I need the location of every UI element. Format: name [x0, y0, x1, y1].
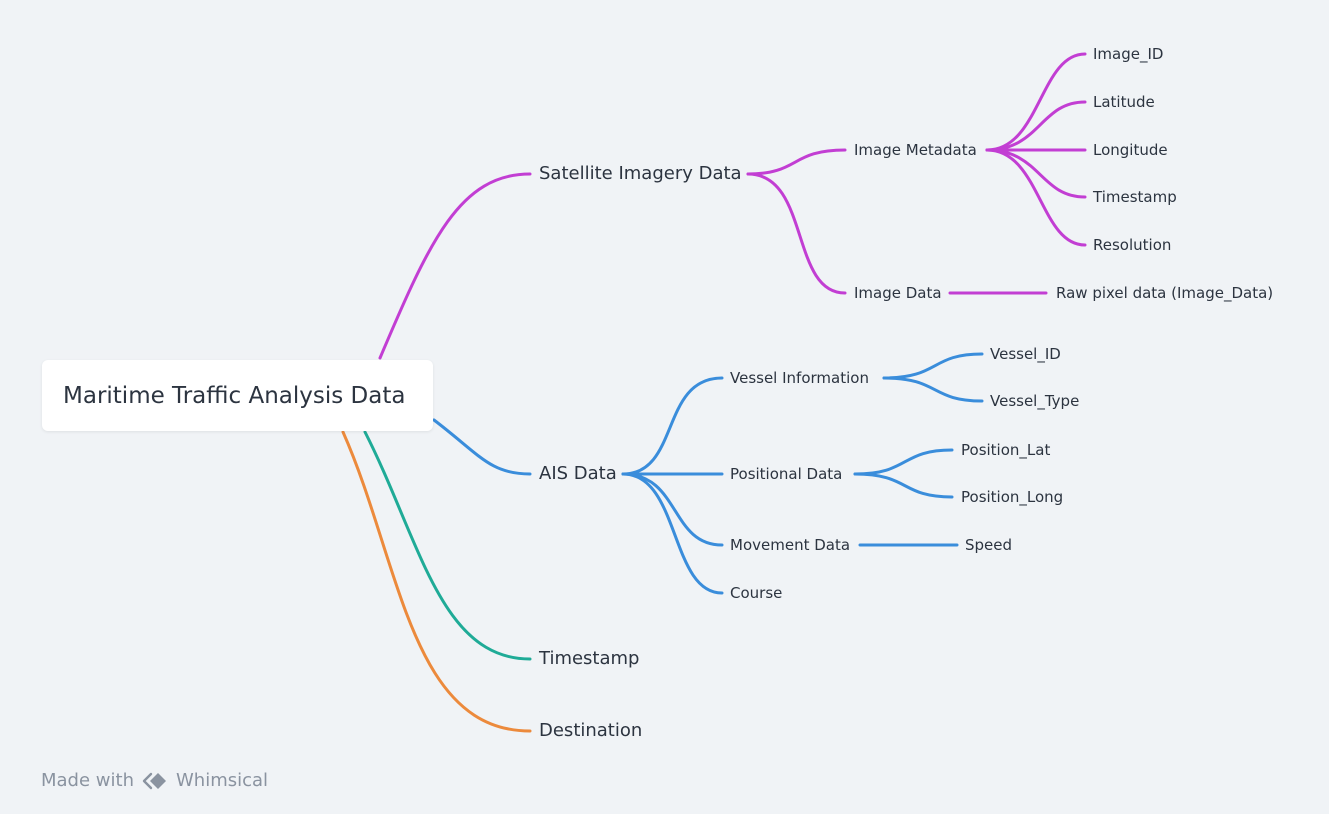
- node-latitude[interactable]: Latitude: [1093, 93, 1155, 111]
- node-position-lat[interactable]: Position_Lat: [961, 441, 1051, 459]
- whimsical-brand-label: Whimsical: [175, 770, 269, 791]
- root-node[interactable]: Maritime Traffic Analysis Data: [42, 360, 433, 431]
- edge-metadata-imageid: [985, 52, 1087, 152]
- whimsical-logo-icon: [140, 771, 170, 791]
- edge-metadata-latitude: [985, 100, 1087, 152]
- node-metadata-timestamp[interactable]: Timestamp: [1093, 188, 1177, 206]
- edge-root-timestamp: [363, 430, 532, 661]
- node-movement-data[interactable]: Movement Data: [730, 536, 851, 554]
- edge-root-destination: [341, 430, 532, 733]
- node-positional-data[interactable]: Positional Data: [730, 465, 843, 483]
- node-image-data[interactable]: Image Data: [854, 284, 942, 302]
- edge-satellite-imagedata: [746, 172, 847, 295]
- edge-ais-movement: [621, 472, 724, 547]
- node-destination[interactable]: Destination: [539, 720, 643, 741]
- node-vessel-id[interactable]: Vessel_ID: [990, 345, 1061, 363]
- edge-ais-course: [621, 472, 724, 595]
- node-image-metadata[interactable]: Image Metadata: [854, 141, 977, 159]
- edge-metadata-resolution: [985, 148, 1087, 247]
- root-label: Maritime Traffic Analysis Data: [63, 382, 406, 409]
- edge-positional-lat: [853, 448, 954, 476]
- node-resolution[interactable]: Resolution: [1093, 236, 1172, 254]
- edge-vessel-type: [882, 376, 984, 403]
- node-vessel-type[interactable]: Vessel_Type: [990, 392, 1080, 410]
- node-satellite-imagery[interactable]: Satellite Imagery Data: [539, 163, 742, 184]
- node-raw-pixel-data[interactable]: Raw pixel data (Image_Data): [1056, 284, 1274, 302]
- node-ais-data[interactable]: AIS Data: [539, 463, 617, 484]
- node-image-id[interactable]: Image_ID: [1093, 45, 1164, 63]
- node-course[interactable]: Course: [730, 584, 783, 602]
- made-with-label: Made with: [41, 770, 134, 791]
- edge-positional-long: [853, 472, 954, 499]
- node-position-long[interactable]: Position_Long: [961, 488, 1064, 506]
- node-vessel-information[interactable]: Vessel Information: [730, 369, 869, 387]
- edge-vessel-id: [882, 352, 984, 380]
- edge-root-satellite: [378, 172, 532, 360]
- node-speed[interactable]: Speed: [965, 536, 1013, 554]
- node-longitude[interactable]: Longitude: [1093, 141, 1168, 159]
- made-with-whimsical-badge[interactable]: Made with Whimsical: [41, 770, 268, 791]
- edge-root-ais: [432, 418, 532, 476]
- edge-satellite-metadata: [746, 148, 847, 176]
- node-timestamp[interactable]: Timestamp: [539, 648, 640, 669]
- edge-ais-vessel: [621, 376, 724, 476]
